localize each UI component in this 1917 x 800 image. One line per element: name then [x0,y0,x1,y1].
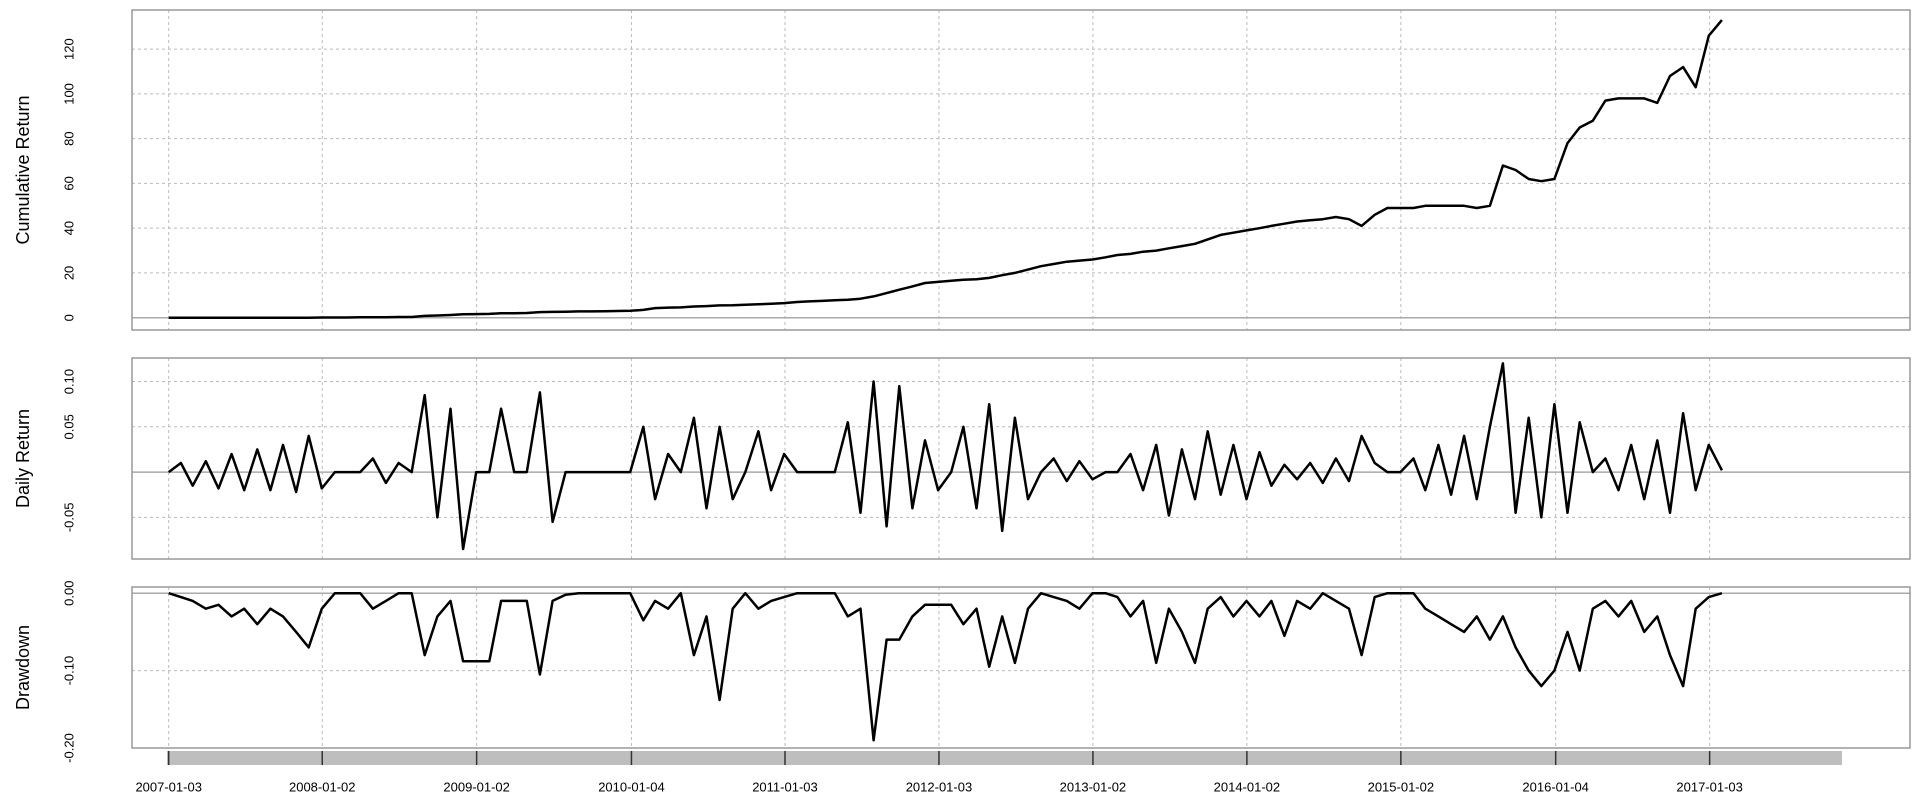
period-bar [167,751,1842,765]
y-axis-title: Cumulative Return [13,95,33,244]
panel-frame [131,586,1911,749]
x-tick-label: 2016-01-04 [1522,779,1589,794]
data-line [167,362,1724,551]
y-tick-label: 40 [61,221,76,235]
y-tick-label: 0.10 [61,369,76,394]
x-tick-label: 2014-01-02 [1214,779,1281,794]
y-tick-label: 60 [61,176,76,190]
y-tick-label: 120 [61,38,76,60]
y-axis-title: Drawdown [13,625,33,710]
x-tick-label: 2010-01-04 [598,779,665,794]
panel-frame [131,357,1911,560]
x-tick-label: 2011-01-03 [752,779,818,794]
x-tick-label: 2015-01-02 [1368,779,1435,794]
panel-frame [131,9,1911,331]
data-line [168,591,1723,742]
y-tick-label: -0.10 [61,656,76,686]
x-tick-label: 2009-01-02 [443,779,510,794]
x-tick-label: 2008-01-02 [289,779,356,794]
x-tick-label: 2017-01-03 [1676,779,1743,794]
y-tick-label: 20 [61,266,76,280]
y-tick-label: -0.20 [61,733,76,763]
x-tick-label: 2013-01-02 [1060,779,1127,794]
x-tick-label: 2012-01-03 [906,779,973,794]
y-tick-label: 0 [61,314,76,321]
y-tick-label: 100 [61,83,76,105]
y-tick-label: 80 [61,131,76,145]
x-tick-label: 2007-01-03 [135,779,202,794]
y-tick-label: 0.00 [61,581,76,606]
data-line [168,19,1723,319]
y-tick-label: 0.05 [61,414,76,439]
y-axis-title: Daily Return [13,409,33,508]
y-tick-label: -0.05 [61,503,76,533]
